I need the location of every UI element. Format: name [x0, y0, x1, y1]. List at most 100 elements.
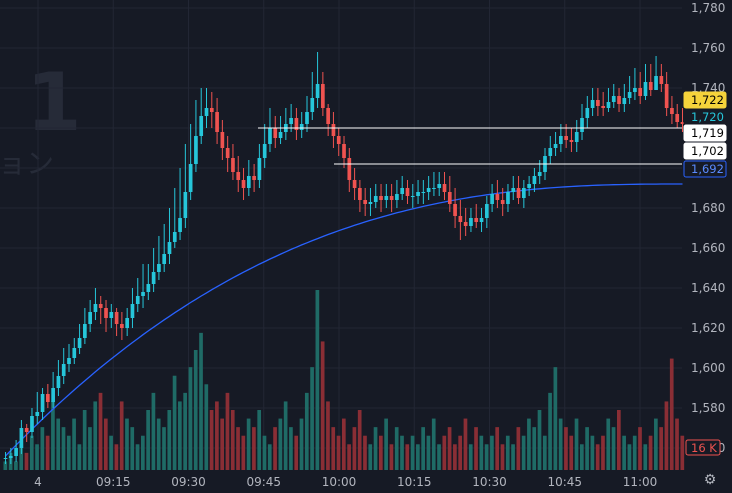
volume-bar [56, 418, 61, 470]
candle-body [14, 448, 18, 456]
candle-body [358, 188, 362, 200]
candle-body [268, 128, 272, 144]
candle-body [511, 188, 516, 192]
volume-bar [648, 435, 653, 470]
candle-body [368, 202, 373, 204]
candle-body [627, 92, 632, 98]
price-level-1702-badge-bg [683, 142, 727, 160]
candle-body [474, 218, 479, 222]
candle-body [3, 458, 8, 459]
volume-bar [77, 444, 82, 470]
volume-bar [320, 341, 325, 470]
volume-bar [98, 392, 103, 470]
x-tick-label: 10:15 [397, 475, 432, 489]
candle-body [120, 324, 124, 328]
x-tick-label: 09:15 [96, 475, 131, 489]
volume-bar [246, 418, 251, 470]
volume-bar [669, 358, 674, 470]
candle-body [77, 338, 82, 348]
candle-body [532, 176, 537, 184]
volume-bar [140, 435, 145, 470]
volume-bar [236, 427, 240, 470]
volume-bar [146, 410, 150, 470]
volume-bar [579, 444, 584, 470]
volume-bar [273, 427, 277, 470]
volume-bar [632, 435, 637, 470]
candle-body [331, 124, 336, 136]
candle-body [389, 196, 394, 200]
candle-body [146, 284, 151, 292]
volume-bar [19, 444, 24, 470]
volume-bar [289, 427, 293, 470]
volume-bar [490, 435, 494, 470]
volume-bar [151, 392, 156, 470]
volume-bar [468, 444, 473, 470]
gear-icon[interactable]: ⚙ [703, 472, 717, 488]
candle-body [384, 196, 389, 200]
volume-bar [357, 410, 362, 470]
candle-body [125, 318, 130, 328]
volume-bar [119, 401, 124, 470]
volume-bar [61, 427, 66, 470]
volume-bar [453, 444, 457, 470]
candle-body [590, 100, 595, 108]
candle-body [490, 194, 494, 204]
candle-body [157, 264, 161, 272]
volume-bar [389, 444, 394, 470]
volume-bar [220, 418, 225, 470]
candle-body [252, 176, 256, 180]
candle-body [559, 136, 563, 144]
volume-bar [262, 435, 267, 470]
volume-bar [183, 392, 187, 470]
volume-bar [437, 444, 441, 470]
volume-bar [400, 435, 404, 470]
y-tick-label: 1,600 [691, 361, 725, 375]
candle-body [109, 312, 114, 318]
candle-body [347, 158, 352, 180]
volume-bar [585, 427, 589, 470]
candle-body [416, 192, 420, 196]
volume-bar [416, 444, 420, 470]
volume-bar [130, 427, 135, 470]
volume-bar [442, 435, 447, 470]
candle-body [564, 136, 568, 140]
volume-bar [40, 427, 45, 470]
volume-bar [188, 367, 193, 470]
candle-body [373, 196, 378, 202]
volume-bar [336, 435, 341, 470]
candle-body [664, 84, 669, 108]
volume-bar [283, 401, 288, 470]
volume-bar [257, 410, 262, 470]
price-level-1702-badge: 1,702 [691, 144, 724, 158]
volume-bar [447, 427, 452, 470]
candle-body [426, 188, 431, 192]
volume-bar [474, 427, 478, 470]
candle-body [273, 128, 278, 138]
candle-body [633, 88, 637, 92]
volume-bar [178, 401, 182, 470]
price-level-1719-badge-bg [683, 124, 727, 142]
x-tick-label: 11:00 [623, 475, 658, 489]
candle-body [379, 196, 383, 200]
volume-bar [659, 427, 663, 470]
candle-body [231, 158, 235, 172]
volume-bar [156, 418, 161, 470]
candle-body [484, 204, 489, 218]
price-level-1719-badge: 1,719 [691, 126, 724, 140]
candle-body [188, 164, 193, 192]
candle-body [294, 118, 299, 130]
volume-bar [93, 401, 98, 470]
candle-body [135, 296, 140, 304]
candle-body [654, 76, 658, 90]
volume-bar [664, 401, 669, 470]
candle-body [680, 122, 685, 124]
candle-body [61, 364, 66, 376]
candle-body [67, 358, 71, 364]
candle-body [220, 132, 225, 148]
candle-body [72, 348, 77, 358]
candle-body [352, 180, 357, 188]
candle-body [336, 136, 341, 144]
volume-bar [278, 418, 283, 470]
